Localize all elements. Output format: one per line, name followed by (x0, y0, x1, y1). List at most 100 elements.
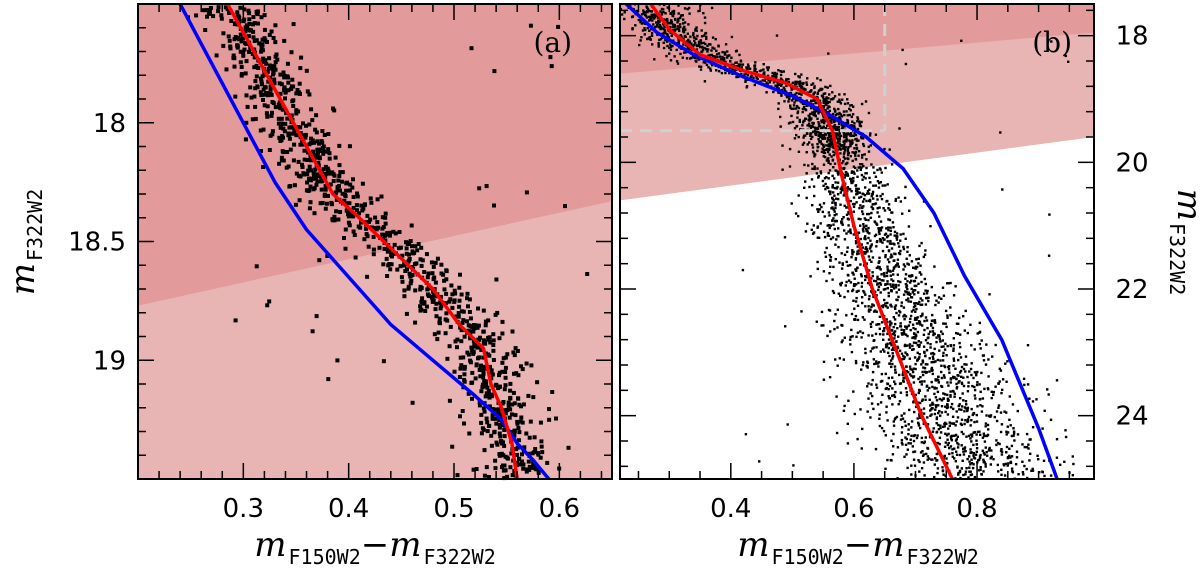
b-star-point (864, 252, 867, 255)
a-star-point (347, 188, 352, 193)
a-star-point (461, 318, 466, 323)
b-star-point (921, 373, 925, 377)
b-star-point (917, 282, 920, 285)
b-star-point (924, 303, 928, 306)
b-star-point (914, 333, 918, 336)
a-star-point (270, 110, 274, 115)
b-star-point (821, 136, 824, 139)
b-star-point (958, 380, 961, 383)
a-star-point (388, 233, 392, 238)
b-star-point (875, 360, 878, 363)
b-star-point (886, 351, 890, 354)
b-star-point (838, 133, 841, 136)
b-star-point (823, 235, 827, 239)
b-star-point (867, 145, 870, 148)
b-star-point (934, 404, 938, 407)
a-star-point (238, 5, 243, 10)
b-star-point (978, 383, 981, 386)
b-star-point (868, 176, 871, 180)
a-star-point (224, 67, 229, 72)
b-star-point (895, 291, 898, 294)
b-star-point (868, 198, 872, 202)
b-star-point (963, 422, 966, 426)
b-star-point (1042, 459, 1046, 462)
a-star-point (285, 116, 290, 121)
b-star-point (834, 358, 837, 361)
b-star-point (889, 359, 893, 362)
b-star-point (831, 186, 834, 189)
b-star-point (852, 134, 855, 137)
b-star-point (682, 18, 685, 21)
b-star-point (921, 324, 924, 327)
b-star-point (850, 328, 853, 332)
b-star-point (1071, 455, 1074, 458)
b-star-point (846, 187, 849, 190)
b-star-point (687, 38, 690, 41)
b-star-point (940, 345, 943, 348)
a-star-point (301, 171, 306, 176)
b-star-point (899, 311, 902, 314)
a-star-point (280, 107, 285, 112)
b-star-point (903, 318, 906, 321)
b-star-point (886, 268, 889, 271)
b-star-point (672, 25, 675, 29)
b-star-point (834, 197, 838, 200)
a-blue-fiducial-line (178, 4, 551, 479)
a-star-point (285, 150, 290, 154)
a-star-point (277, 161, 282, 166)
b-star-point (820, 324, 823, 327)
b-star-point (1027, 443, 1030, 446)
a-star-point (247, 11, 252, 16)
b-star-point (864, 246, 868, 249)
b-star-point (1046, 388, 1049, 391)
b-star-point (875, 245, 878, 248)
b-star-point (656, 23, 659, 27)
b-star-point (666, 19, 669, 23)
b-star-point (666, 17, 669, 21)
b-star-point (989, 414, 993, 417)
b-star-point (1015, 456, 1019, 459)
a-star-point (485, 385, 490, 390)
b-star-point (790, 202, 793, 205)
a-star-point (500, 331, 505, 336)
b-star-point (683, 28, 687, 32)
a-star-point (438, 306, 443, 311)
b-star-point (921, 314, 924, 317)
b-star-point (1011, 470, 1014, 473)
b-star-point (930, 380, 933, 384)
b-star-point (920, 241, 923, 245)
a-star-point (377, 245, 382, 250)
a-star-point (337, 143, 342, 148)
a-star-point (458, 366, 463, 371)
a-star-point (291, 22, 296, 27)
b-star-point (950, 437, 953, 440)
b-star-point (906, 280, 909, 283)
b-star-point (1026, 383, 1030, 386)
a-star-point (390, 254, 394, 258)
b-star-point (869, 322, 872, 326)
b-star-point (790, 99, 794, 102)
b-star-point (728, 54, 731, 57)
b-star-point (960, 375, 963, 378)
b-star-point (906, 250, 909, 253)
b-star-point (890, 344, 893, 347)
b-star-point (810, 89, 813, 92)
b-star-point (813, 126, 817, 129)
b-star-point (867, 111, 871, 115)
b-star-point (833, 127, 836, 130)
b-star-point (709, 43, 712, 46)
a-star-point (438, 300, 443, 305)
b-star-point (894, 286, 898, 289)
a-star-point (479, 363, 483, 368)
a-star-point (517, 430, 522, 435)
b-star-point (904, 351, 907, 354)
b-star-point (854, 166, 857, 170)
b-star-point (916, 330, 920, 334)
a-star-point (501, 400, 506, 404)
b-star-point (703, 46, 706, 50)
a-star-point (365, 213, 370, 218)
b-star-point (878, 333, 882, 336)
panel-b-scatter-points (619, 3, 1075, 480)
a-star-point (483, 319, 488, 324)
b-star-point (670, 20, 673, 24)
